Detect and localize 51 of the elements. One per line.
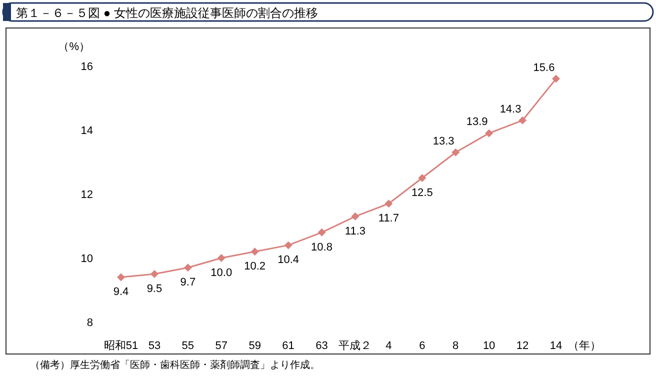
- point: [418, 174, 426, 182]
- point: [518, 116, 527, 124]
- x-tick-label: 平成２: [338, 339, 372, 352]
- point: [452, 148, 460, 156]
- data-label: 10.4: [278, 254, 300, 266]
- x-tick-label: 14: [550, 340, 562, 352]
- point: [184, 264, 192, 272]
- x-tick-label: 59: [248, 340, 261, 352]
- data-label: 10.8: [311, 241, 332, 254]
- x-tick-label: 6: [419, 340, 426, 352]
- x-tick-label: 55: [182, 340, 194, 352]
- x-tick-label: 12: [516, 340, 529, 352]
- text: （備考）厚生労働省「医師・歯科医師・薬剤師調査」より作成。: [30, 359, 320, 371]
- point: [250, 248, 259, 256]
- point: [150, 270, 158, 278]
- y-tick-label: 10: [80, 253, 93, 265]
- point: [384, 200, 393, 208]
- point: [351, 212, 360, 220]
- x-tick-label: 10: [482, 340, 496, 352]
- y-tick-label: 8: [86, 317, 93, 329]
- y-tick-label: 16: [80, 61, 93, 73]
- data-label: 14.3: [500, 103, 522, 116]
- point: [284, 241, 292, 250]
- data-label: 10.2: [244, 260, 266, 273]
- point: [117, 273, 125, 282]
- x-tick-label: 4: [386, 340, 392, 352]
- x-tick-label: 8: [452, 340, 459, 352]
- point: [552, 74, 560, 83]
- chart-title: 第１－６－５図 ● 女性の医療施設従事医師の割合の推移: [16, 6, 318, 20]
- point: [217, 254, 226, 262]
- point: [485, 129, 494, 138]
- data-label: 9.5: [146, 283, 162, 295]
- x-tick-label: 昭和51: [104, 339, 138, 352]
- data-label: 15.6: [533, 62, 555, 74]
- y-tick-label: 12: [80, 189, 93, 201]
- data-label: 10.0: [210, 267, 232, 279]
- data-label: 9.7: [180, 276, 196, 289]
- data-label: 13.3: [432, 135, 454, 148]
- x-axis-title: （年）: [568, 340, 601, 352]
- x-tick-label: 53: [148, 340, 161, 352]
- data-label: 13.9: [466, 116, 488, 128]
- y-axis-title: （%）: [58, 41, 90, 53]
- point: [318, 228, 326, 236]
- x-tick-label: 57: [215, 340, 228, 352]
- data-label: 11.3: [344, 225, 366, 238]
- data-label: 9.4: [113, 286, 129, 298]
- x-tick-label: 61: [282, 340, 294, 352]
- y-tick-label: 14: [80, 125, 93, 137]
- data-label: 12.5: [411, 187, 433, 199]
- x-tick-label: 63: [316, 340, 328, 352]
- data-label: 11.7: [378, 212, 399, 225]
